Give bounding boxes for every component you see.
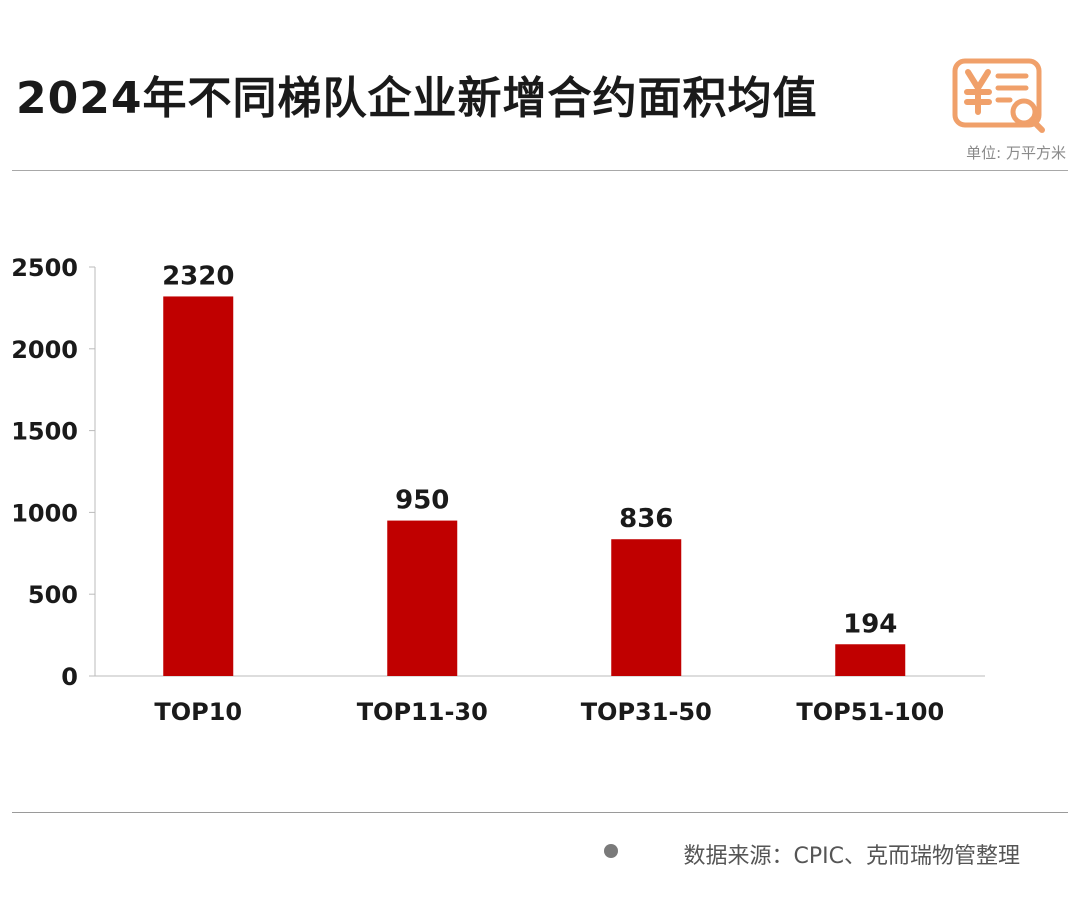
bar (387, 520, 458, 676)
y-tick-label: 1500 (11, 418, 78, 446)
unit-label: 单位: 万平方米 (966, 144, 1066, 162)
x-tick-label: TOP51-100 (796, 698, 944, 726)
y-tick-label: 500 (28, 581, 78, 609)
footer-divider (12, 812, 1068, 813)
bar (835, 644, 906, 676)
bar (163, 296, 234, 676)
bar (611, 539, 682, 676)
data-label: 2320 (162, 261, 234, 291)
y-tick-label: 2500 (11, 254, 78, 282)
y-tick-label: 1000 (11, 499, 78, 527)
data-label: 194 (843, 609, 897, 639)
header-divider (12, 170, 1068, 171)
data-source: 数据来源：CPIC、克而瑞物管整理 (683, 844, 1020, 869)
data-label: 950 (395, 486, 449, 516)
chart-title: 2024年不同梯队企业新增合约面积均值 (16, 73, 818, 124)
x-tick-label: TOP10 (154, 698, 242, 726)
data-label: 836 (619, 504, 673, 534)
bullet-icon (604, 844, 618, 858)
yuan-document-search-icon (952, 58, 1045, 133)
x-tick-label: TOP31-50 (581, 698, 712, 726)
y-tick-label: 2000 (11, 336, 78, 364)
x-tick-label: TOP11-30 (357, 698, 488, 726)
y-tick-label: 0 (61, 663, 78, 691)
